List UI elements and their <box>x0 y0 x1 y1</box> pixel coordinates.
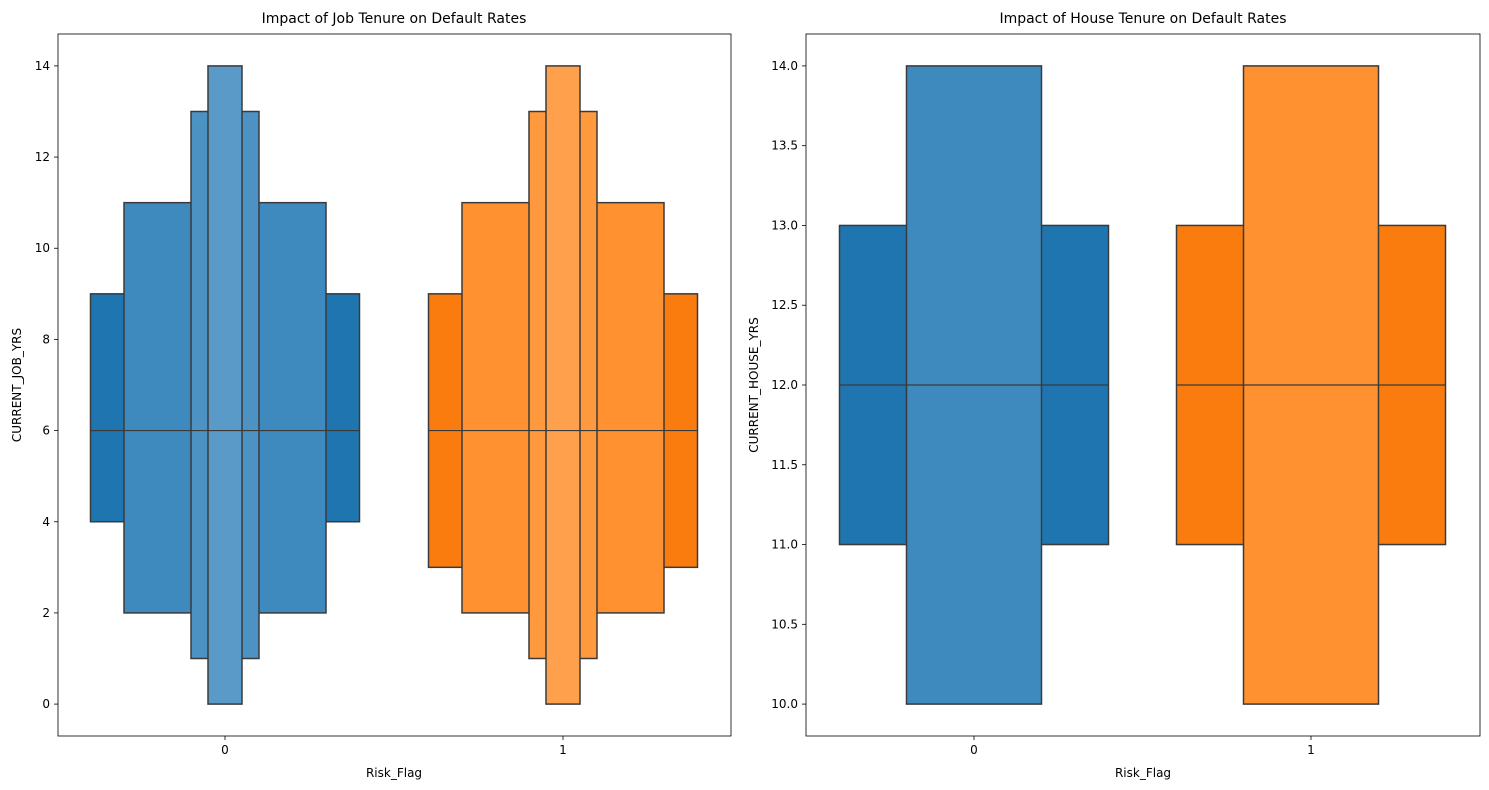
y-axis-ticks: 0 2 4 6 8 10 12 14 <box>35 59 58 711</box>
boxen-box-level-4 <box>207 65 243 705</box>
y-tick-label: 10.5 <box>771 617 798 631</box>
chart-title: Impact of Job Tenure on Default Rates <box>262 11 527 27</box>
y-tick-label: 10.0 <box>771 697 798 711</box>
house-tenure-chart: Impact of House Tenure on Default Rates … <box>747 11 1481 780</box>
x-axis-label: Risk_Flag <box>366 766 422 780</box>
y-axis-label: CURRENT_JOB_YRS <box>10 328 24 442</box>
y-tick-label: 11.5 <box>771 458 798 472</box>
plot-frame <box>805 33 1481 737</box>
y-tick-label: 4 <box>42 515 50 529</box>
chart-title: Impact of House Tenure on Default Rates <box>999 11 1286 27</box>
y-tick-label: 2 <box>42 606 50 620</box>
y-tick-label: 12.0 <box>771 378 798 392</box>
y-tick-label: 13.5 <box>771 139 798 153</box>
y-tick-label: 6 <box>42 424 50 438</box>
y-tick-label: 8 <box>42 332 50 346</box>
y-tick-label: 12.5 <box>771 298 798 312</box>
x-tick-label: 0 <box>221 743 229 757</box>
y-axis-ticks: 10.0 10.5 11.0 11.5 12.0 12.5 13.0 13.5 14.0 <box>771 59 806 711</box>
y-tick-label: 13.0 <box>771 218 798 232</box>
plot-marks <box>89 65 699 705</box>
boxen-box-level-4 <box>545 65 581 705</box>
x-axis-label: Risk_Flag <box>1115 766 1171 780</box>
y-tick-label: 11.0 <box>771 538 798 552</box>
y-tick-label: 0 <box>42 697 50 711</box>
y-axis-label: CURRENT_HOUSE_YRS <box>747 317 761 452</box>
x-tick-label: 1 <box>559 743 567 757</box>
job-tenure-chart: Impact of Job Tenure on Default Rates 0 2… <box>10 11 732 780</box>
y-tick-label: 10 <box>35 241 50 255</box>
y-tick-label: 14 <box>35 59 50 73</box>
y-tick-label: 12 <box>35 150 50 164</box>
x-tick-label: 0 <box>970 743 978 757</box>
plot-marks <box>838 65 1447 705</box>
x-tick-label: 1 <box>1307 743 1315 757</box>
plot-frame <box>57 33 732 737</box>
y-tick-label: 14.0 <box>771 59 798 73</box>
